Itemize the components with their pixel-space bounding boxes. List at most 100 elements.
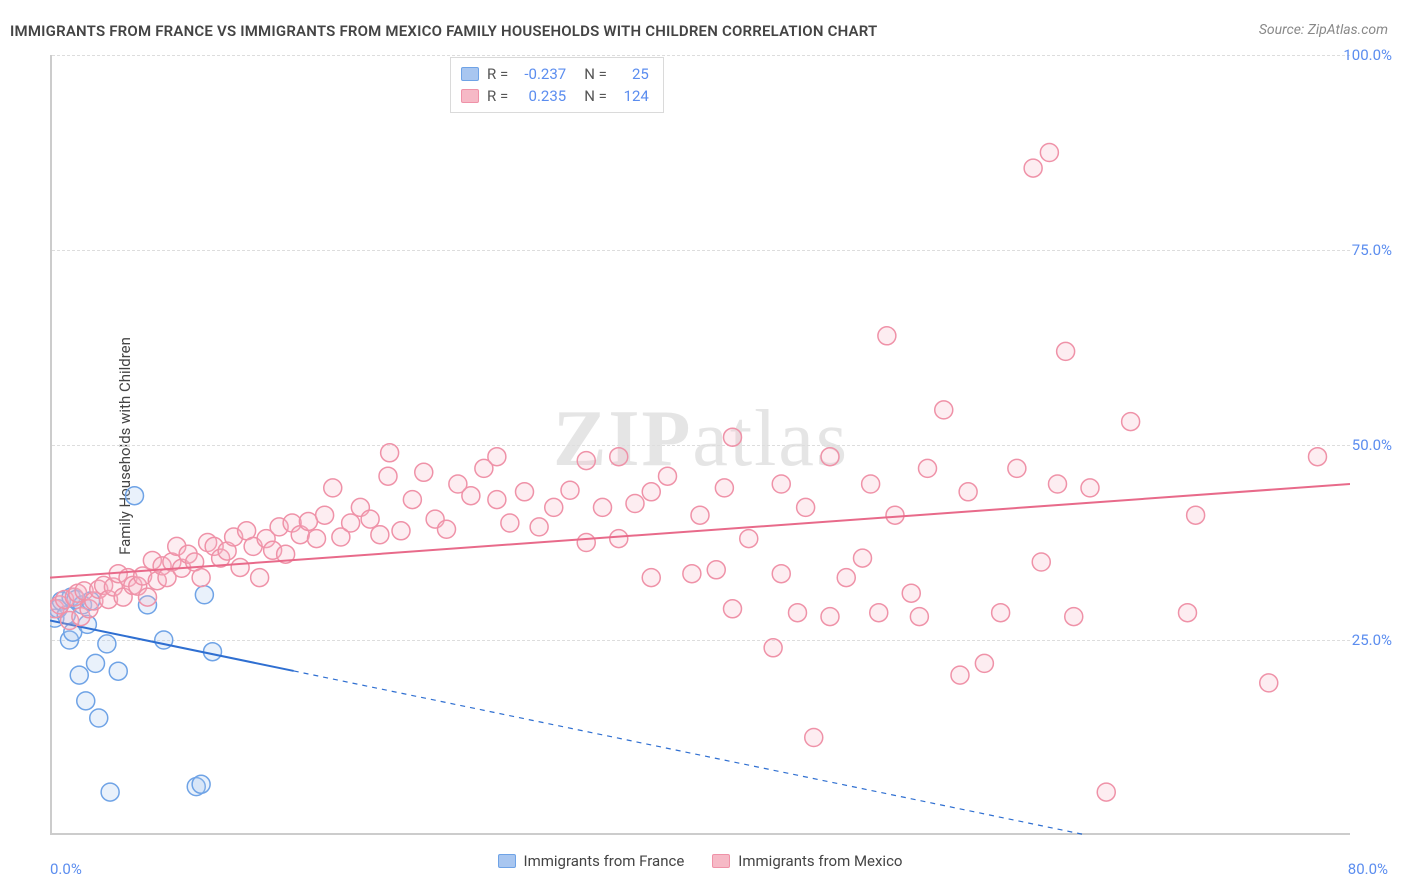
data-point-mexico (1309, 448, 1327, 466)
data-point-mexico (1260, 674, 1278, 692)
series-legend: Immigrants from France Immigrants from Me… (50, 852, 1350, 872)
data-point-mexico (870, 604, 888, 622)
data-point-mexico (642, 569, 660, 587)
data-point-france (195, 586, 213, 604)
data-point-mexico (837, 569, 855, 587)
data-point-mexico (715, 479, 733, 497)
stats-legend-row: R =-0.237N =25 (461, 63, 649, 85)
data-point-mexico (764, 639, 782, 657)
data-point-mexico (789, 604, 807, 622)
data-point-mexico (707, 561, 725, 579)
data-point-france (90, 709, 108, 727)
data-point-mexico (691, 506, 709, 524)
data-point-france (101, 783, 119, 801)
data-point-mexico (324, 479, 342, 497)
data-point-mexico (659, 467, 677, 485)
data-point-mexico (1187, 506, 1205, 524)
data-point-mexico (1040, 144, 1058, 162)
data-point-mexico (910, 608, 928, 626)
data-point-mexico (862, 475, 880, 493)
legend-series-label: Immigrants from Mexico (738, 852, 902, 870)
data-point-france (87, 654, 105, 672)
data-point-mexico (379, 467, 397, 485)
data-point-mexico (1179, 604, 1197, 622)
data-point-mexico (821, 608, 839, 626)
data-point-mexico (805, 729, 823, 747)
data-point-mexico (992, 604, 1010, 622)
legend-swatch (461, 89, 479, 103)
data-point-mexico (1065, 608, 1083, 626)
data-point-mexico (577, 452, 595, 470)
data-point-mexico (299, 512, 317, 530)
chart-title: IMMIGRANTS FROM FRANCE VS IMMIGRANTS FRO… (10, 22, 877, 40)
data-point-france (192, 775, 210, 793)
legend-r-label: R = (487, 87, 508, 105)
data-point-mexico (902, 584, 920, 602)
data-point-mexico (594, 498, 612, 516)
legend-r-value: -0.237 (516, 65, 566, 83)
data-point-mexico (192, 569, 210, 587)
data-point-mexico (561, 481, 579, 499)
data-point-mexico (1049, 475, 1067, 493)
data-point-mexico (935, 401, 953, 419)
legend-r-value: 0.235 (516, 87, 566, 105)
data-point-mexico (1032, 553, 1050, 571)
data-point-mexico (577, 534, 595, 552)
legend-item: Immigrants from France (498, 852, 685, 870)
data-point-mexico (610, 448, 628, 466)
data-point-mexico (959, 483, 977, 501)
data-point-mexico (642, 483, 660, 501)
y-tick-label: 25.0% (1352, 631, 1392, 649)
data-point-mexico (821, 448, 839, 466)
data-point-mexico (308, 530, 326, 548)
data-point-mexico (415, 463, 433, 481)
legend-r-label: R = (487, 65, 508, 83)
y-tick-label: 50.0% (1352, 436, 1392, 454)
data-point-mexico (381, 444, 399, 462)
data-point-mexico (530, 518, 548, 536)
data-point-mexico (1081, 479, 1099, 497)
data-point-mexico (342, 514, 360, 532)
data-point-mexico (854, 549, 872, 567)
data-point-mexico (683, 565, 701, 583)
data-point-mexico (501, 514, 519, 532)
data-point-mexico (251, 569, 269, 587)
legend-series-label: Immigrants from France (524, 852, 685, 870)
x-tick-label: 0.0% (50, 860, 82, 878)
data-point-mexico (797, 498, 815, 516)
legend-swatch (498, 854, 516, 868)
data-point-france (77, 692, 95, 710)
regression-line-dashed-france (294, 671, 1086, 835)
data-point-france (204, 643, 222, 661)
data-point-mexico (462, 487, 480, 505)
data-point-mexico (1097, 783, 1115, 801)
data-point-mexico (626, 495, 644, 513)
data-point-france (70, 666, 88, 684)
data-point-mexico (610, 530, 628, 548)
data-point-mexico (516, 483, 534, 501)
legend-n-label: N = (584, 87, 607, 105)
data-point-mexico (139, 588, 157, 606)
data-point-mexico (231, 558, 249, 576)
legend-swatch (461, 67, 479, 81)
data-point-mexico (371, 526, 389, 544)
data-point-mexico (1008, 459, 1026, 477)
x-tick-label: 80.0% (1348, 860, 1388, 878)
data-point-mexico (1122, 413, 1140, 431)
data-point-mexico (545, 498, 563, 516)
stats-legend-row: R =0.235N =124 (461, 85, 649, 107)
legend-item: Immigrants from Mexico (712, 852, 902, 870)
data-point-mexico (488, 448, 506, 466)
data-point-mexico (724, 428, 742, 446)
data-point-france (98, 635, 116, 653)
data-point-mexico (772, 565, 790, 583)
data-point-france (126, 487, 144, 505)
data-point-mexico (919, 459, 937, 477)
data-point-mexico (724, 600, 742, 618)
legend-n-value: 25 (615, 65, 649, 83)
y-tick-label: 75.0% (1352, 241, 1392, 259)
data-point-mexico (316, 506, 334, 524)
data-point-france (109, 662, 127, 680)
data-point-mexico (403, 491, 421, 509)
data-point-mexico (438, 520, 456, 538)
